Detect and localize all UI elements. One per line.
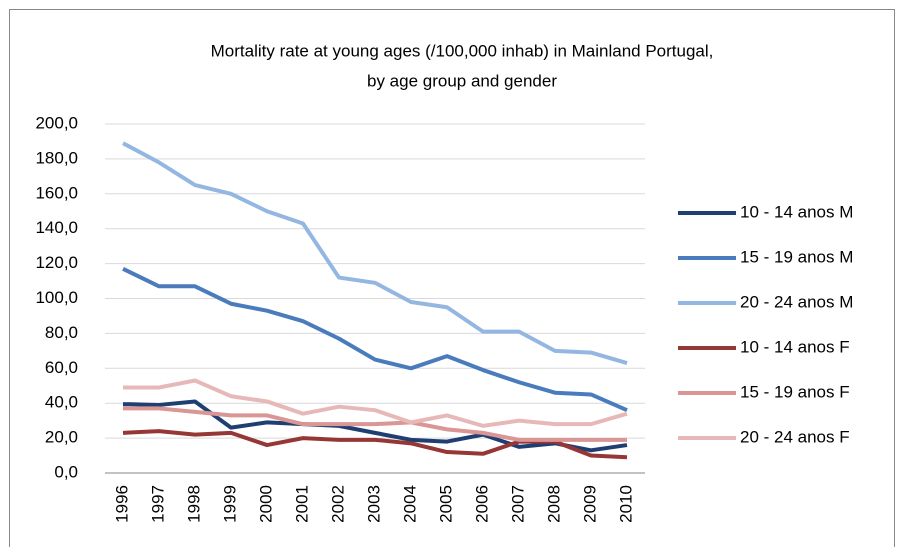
- x-tick-label: 1996: [112, 485, 131, 523]
- series-line: [122, 141, 628, 365]
- y-tick-label: 80,0: [45, 323, 78, 342]
- y-tick-label: 20,0: [45, 428, 78, 447]
- legend-label: 20 - 24 anos M: [740, 292, 853, 311]
- x-tick-label: 2010: [616, 485, 635, 523]
- x-tick-label: 1998: [184, 485, 203, 523]
- legend-label: 20 - 24 anos F: [740, 427, 850, 446]
- x-tick-label: 1999: [220, 485, 239, 523]
- y-tick-label: 120,0: [35, 253, 78, 272]
- x-tick-label: 2008: [544, 485, 563, 523]
- x-tick-label: 2005: [436, 485, 455, 523]
- legend-label: 10 - 14 anos M: [740, 202, 853, 221]
- legend-label: 15 - 19 anos F: [740, 382, 850, 401]
- legend-label: 15 - 19 anos M: [740, 247, 853, 266]
- chart-frame: [9, 9, 895, 547]
- x-tick-label: 2004: [400, 485, 419, 523]
- series-line: [123, 406, 627, 442]
- y-tick-label: 180,0: [35, 148, 78, 167]
- legend-label: 10 - 14 anos F: [740, 337, 850, 356]
- x-tick-label: 2009: [580, 485, 599, 523]
- y-tick-label: 160,0: [35, 183, 78, 202]
- y-tick-label: 200,0: [35, 113, 78, 132]
- x-tick-label: 2003: [364, 485, 383, 523]
- y-tick-label: 40,0: [45, 393, 78, 412]
- x-tick-label: 2006: [472, 485, 491, 523]
- x-tick-label: 1997: [148, 485, 167, 523]
- y-tick-label: 100,0: [35, 288, 78, 307]
- y-tick-label: 0,0: [54, 462, 78, 481]
- x-tick-label: 2002: [328, 485, 347, 523]
- x-tick-label: 2007: [508, 485, 527, 523]
- x-tick-label: 2000: [256, 485, 275, 523]
- chart-title: Mortality rate at young ages (/100,000 i…: [211, 41, 714, 60]
- series-line: [123, 378, 628, 428]
- y-tick-label: 140,0: [35, 218, 78, 237]
- series-line: [122, 399, 628, 453]
- y-tick-label: 60,0: [45, 358, 78, 377]
- chart-title: by age group and gender: [367, 71, 557, 90]
- series-line: [122, 267, 628, 413]
- x-tick-label: 2001: [292, 485, 311, 523]
